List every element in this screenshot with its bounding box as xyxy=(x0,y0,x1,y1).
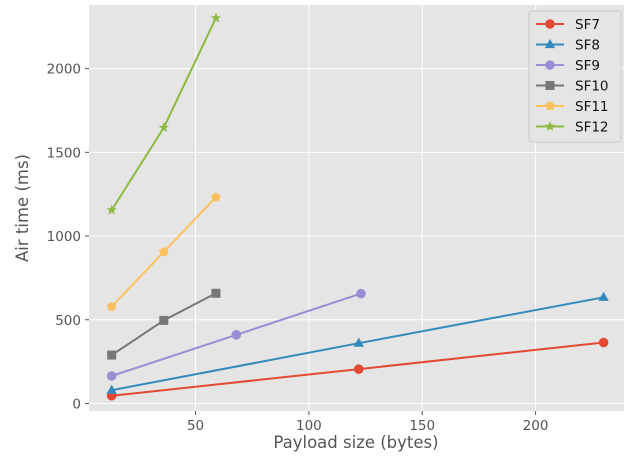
series-sf10 xyxy=(107,288,221,360)
legend-label: SF8 xyxy=(575,38,600,54)
legend-label: SF7 xyxy=(575,17,600,33)
x-tick-label: 200 xyxy=(523,418,549,434)
data-point-sf11 xyxy=(211,192,221,202)
series-lines xyxy=(106,12,609,401)
data-point-sf10 xyxy=(159,315,169,325)
data-point-sf7 xyxy=(353,364,364,374)
y-tick-label: 1500 xyxy=(47,145,81,161)
legend-label: SF10 xyxy=(575,79,609,95)
y-axis-title: Air time (ms) xyxy=(13,154,32,262)
y-tick-label: 1000 xyxy=(47,229,81,245)
y-tick-label: 0 xyxy=(72,396,81,412)
legend: SF7 SF8 SF9 SF10 SF11 SF12 xyxy=(528,10,622,143)
y-tick-label: 500 xyxy=(55,313,81,329)
legend-item-sf12: SF12 xyxy=(536,120,609,136)
y-tick-label: 2000 xyxy=(47,62,81,78)
data-point-sf12 xyxy=(210,12,222,23)
data-point-sf8 xyxy=(106,384,117,394)
x-axis-title: Payload size (bytes) xyxy=(273,433,438,452)
data-point-sf7 xyxy=(598,337,609,348)
series-sf8 xyxy=(106,291,609,394)
data-point-sf8 xyxy=(353,337,364,347)
series-sf11 xyxy=(106,192,221,311)
x-tick-label: 150 xyxy=(409,418,435,434)
data-point-sf10 xyxy=(107,350,117,360)
legend-label: SF9 xyxy=(575,58,600,74)
legend-marker xyxy=(544,38,556,49)
legend-item-sf9: SF9 xyxy=(536,58,600,74)
x-tick-label: 100 xyxy=(296,418,322,434)
legend-marker xyxy=(545,60,555,70)
legend-item-sf11: SF11 xyxy=(536,99,609,115)
data-point-sf9 xyxy=(231,330,242,340)
series-sf9 xyxy=(106,288,366,381)
legend-marker xyxy=(544,120,556,132)
data-point-sf12 xyxy=(158,121,170,133)
legend-item-sf8: SF8 xyxy=(536,38,600,54)
series-sf12 xyxy=(106,12,222,215)
data-point-sf9 xyxy=(106,371,117,381)
x-tick-label: 50 xyxy=(187,418,204,434)
data-point-sf10 xyxy=(211,288,221,298)
data-point-sf9 xyxy=(356,288,366,299)
legend-item-sf7: SF7 xyxy=(536,17,600,33)
legend-marker xyxy=(545,81,555,90)
legend-label: SF11 xyxy=(575,99,609,115)
data-point-sf12 xyxy=(106,204,117,215)
data-point-sf11 xyxy=(159,246,169,256)
data-point-sf11 xyxy=(106,301,117,311)
legend-label: SF12 xyxy=(575,120,609,136)
y-tick-labels: 0 500 1000 1500 2000 xyxy=(47,62,89,412)
data-point-sf8 xyxy=(598,291,609,301)
legend-marker xyxy=(545,101,555,111)
legend-item-sf10: SF10 xyxy=(536,79,609,95)
legend-marker xyxy=(545,19,555,29)
x-tick-labels: 50 100 150 200 xyxy=(187,411,549,434)
